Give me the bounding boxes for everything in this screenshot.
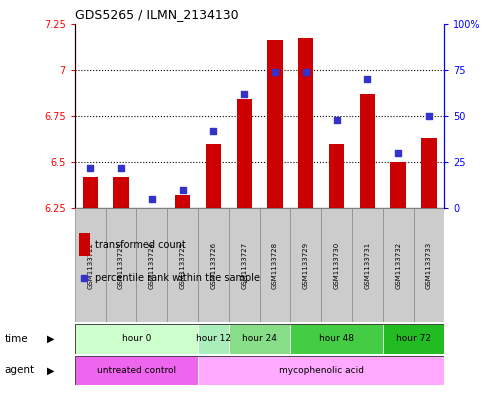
Text: transformed count: transformed count	[95, 240, 186, 250]
Bar	[75, 356, 198, 385]
Text: GSM1133731: GSM1133731	[364, 242, 370, 289]
Bar	[75, 208, 106, 322]
Bar	[83, 177, 98, 208]
Bar	[75, 324, 198, 354]
Point	[271, 68, 279, 75]
Bar	[267, 40, 283, 208]
Point	[117, 165, 125, 171]
Bar	[360, 94, 375, 208]
Text: hour 72: hour 72	[396, 334, 431, 343]
Point	[364, 76, 371, 82]
Bar	[229, 208, 260, 322]
Bar	[421, 138, 437, 208]
Text: hour 48: hour 48	[319, 334, 354, 343]
Point	[302, 68, 310, 75]
Bar	[290, 208, 321, 322]
Text: hour 0: hour 0	[122, 334, 151, 343]
Bar	[175, 195, 190, 208]
Text: GSM1133728: GSM1133728	[272, 242, 278, 289]
Bar	[206, 144, 221, 208]
Text: untreated control: untreated control	[97, 366, 176, 375]
Text: GSM1133726: GSM1133726	[211, 242, 216, 289]
Text: percentile rank within the sample: percentile rank within the sample	[95, 273, 260, 283]
Text: agent: agent	[5, 365, 35, 375]
Point	[86, 165, 94, 171]
Text: GSM1133725: GSM1133725	[180, 242, 185, 289]
Text: ▶: ▶	[47, 334, 55, 344]
Point	[179, 187, 186, 193]
Text: hour 24: hour 24	[242, 334, 277, 343]
Bar	[106, 208, 137, 322]
Point	[333, 116, 341, 123]
Text: GSM1133730: GSM1133730	[334, 242, 340, 289]
Text: GSM1133733: GSM1133733	[426, 242, 432, 289]
Text: GSM1133729: GSM1133729	[303, 242, 309, 289]
Bar	[260, 208, 290, 322]
Bar	[413, 208, 444, 322]
Bar	[198, 356, 444, 385]
Text: GSM1133727: GSM1133727	[241, 242, 247, 289]
Point	[80, 275, 87, 281]
Bar	[229, 324, 290, 354]
Bar	[298, 39, 313, 208]
Bar	[198, 324, 229, 354]
Bar	[137, 208, 167, 322]
Text: GSM1133723: GSM1133723	[118, 242, 124, 289]
Text: GSM1133732: GSM1133732	[395, 242, 401, 289]
Text: GSM1133722: GSM1133722	[87, 242, 93, 289]
Point	[148, 196, 156, 202]
Text: GDS5265 / ILMN_2134130: GDS5265 / ILMN_2134130	[75, 8, 239, 21]
Bar	[352, 208, 383, 322]
Bar	[383, 208, 413, 322]
Bar	[167, 208, 198, 322]
Bar	[329, 144, 344, 208]
Bar	[290, 324, 383, 354]
Bar	[114, 177, 129, 208]
Point	[210, 128, 217, 134]
Text: time: time	[5, 334, 28, 344]
Bar	[321, 208, 352, 322]
Point	[425, 113, 433, 119]
Point	[241, 91, 248, 97]
Point	[394, 150, 402, 156]
Bar	[237, 99, 252, 208]
Text: mycophenolic acid: mycophenolic acid	[279, 366, 364, 375]
Bar	[198, 208, 229, 322]
Text: ▶: ▶	[47, 365, 55, 375]
Bar	[390, 162, 406, 208]
Text: GSM1133724: GSM1133724	[149, 242, 155, 289]
Text: hour 12: hour 12	[196, 334, 231, 343]
Bar	[79, 233, 90, 256]
Bar	[383, 324, 444, 354]
